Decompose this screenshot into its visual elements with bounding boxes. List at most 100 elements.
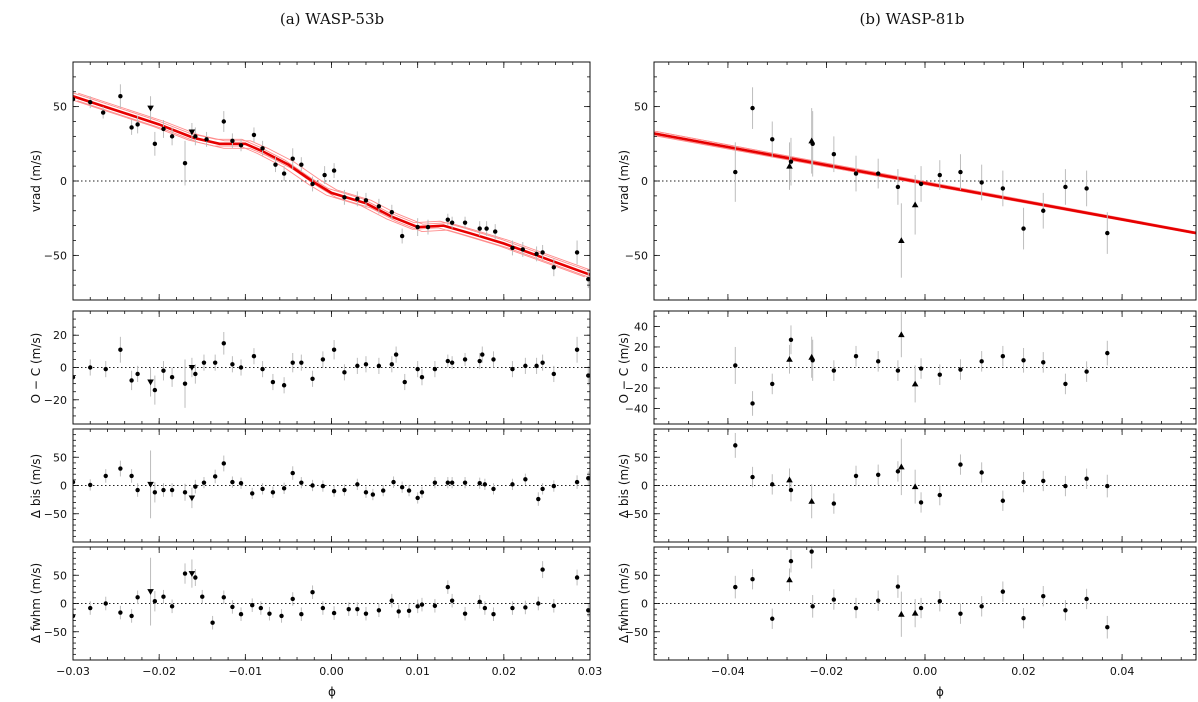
data-point	[161, 487, 166, 493]
x-tick-label: −0.03	[56, 665, 90, 678]
data-point	[221, 461, 226, 466]
data-point	[540, 486, 545, 492]
data-point	[733, 169, 738, 175]
x-tick-label: 0.00	[319, 665, 344, 678]
data-point	[376, 363, 382, 369]
data-point	[230, 604, 235, 610]
panel-wasp53b: (a) WASP-53b vrad (m/s) −50 0 50 O − C (m/…	[29, 10, 602, 699]
data-point	[540, 360, 545, 365]
data-point	[251, 354, 257, 359]
data-point	[355, 196, 360, 202]
data-point	[221, 595, 226, 600]
data-point	[895, 368, 901, 373]
y-tick-label: 0	[60, 598, 67, 611]
data-point	[406, 488, 412, 493]
subplot-a-fwhm: Δ fwhm (m/s) −0.03 −0.02 −0.01 0.00 0.01 0.02…	[29, 546, 602, 678]
data-point	[331, 488, 337, 494]
data-point	[342, 487, 347, 493]
y-tick-label: 0	[641, 598, 648, 611]
data-point	[1084, 596, 1089, 602]
y-tick-label: 0	[641, 362, 648, 375]
data-point	[432, 366, 438, 372]
data-point	[449, 598, 455, 603]
data-point	[270, 490, 276, 495]
data-point	[73, 374, 76, 380]
data-point-triangle	[147, 589, 154, 595]
y-tick-label: 0	[641, 480, 648, 493]
data-point	[482, 482, 488, 487]
data-point	[152, 599, 158, 604]
data-point	[551, 265, 557, 270]
data-point	[88, 99, 93, 105]
data-point	[251, 132, 257, 138]
data-point	[399, 233, 405, 239]
data-point	[484, 226, 489, 231]
data-point	[937, 492, 942, 498]
y-tick-label: −50	[44, 249, 67, 262]
data-point	[299, 612, 304, 617]
data-point	[937, 599, 942, 604]
data-point-triangle	[188, 365, 196, 371]
data-point	[346, 606, 351, 612]
xlabel-a: ϕ	[328, 685, 336, 699]
data-point	[510, 366, 515, 372]
data-point-triangle	[808, 498, 815, 504]
y-tick-label: 40	[634, 320, 648, 333]
plot-area	[73, 557, 590, 630]
data-point	[135, 487, 140, 493]
data-point	[462, 220, 468, 225]
ylabel-a-bis: Δ bis (m/s)	[29, 454, 43, 518]
data-point-triangle	[786, 476, 793, 483]
data-point	[320, 357, 326, 362]
subplot-a-vrad: vrad (m/s) −50 0 50	[29, 61, 591, 301]
data-point	[520, 247, 525, 252]
data-point	[389, 210, 395, 215]
data-point	[733, 584, 738, 590]
data-point	[419, 490, 425, 495]
data-point	[169, 374, 175, 380]
data-point	[540, 250, 545, 255]
data-point	[212, 474, 218, 479]
data-point	[129, 125, 134, 130]
y-tick-label: 50	[53, 569, 67, 582]
data-point	[193, 371, 198, 377]
x-tick-label: −0.04	[711, 665, 745, 678]
data-point	[574, 250, 580, 255]
data-point	[370, 492, 376, 497]
data-point	[363, 611, 369, 616]
data-point	[462, 480, 468, 485]
data-point	[100, 110, 106, 115]
y-tick-label: 50	[53, 101, 67, 114]
data-point	[536, 496, 541, 502]
data-point	[1063, 483, 1068, 489]
data-point	[493, 229, 498, 234]
data-point	[290, 360, 295, 365]
data-point	[574, 347, 580, 352]
y-tick-label: −20	[44, 394, 67, 407]
data-point	[355, 606, 360, 612]
data-point-triangle	[898, 610, 905, 617]
subplot-b-vrad: vrad (m/s) −50 0 50	[617, 61, 1197, 301]
data-point	[331, 168, 337, 173]
data-point-triangle	[786, 355, 793, 362]
data-point	[103, 601, 108, 606]
data-point	[363, 490, 369, 495]
data-point	[770, 381, 775, 387]
model-draw-line	[73, 92, 587, 271]
data-point	[810, 141, 815, 147]
y-tick-label: −50	[625, 249, 648, 262]
data-point	[1105, 483, 1110, 489]
x-tick-label: 0.02	[1011, 665, 1036, 678]
y-tick-label: −20	[625, 382, 648, 395]
data-point	[1063, 608, 1068, 613]
data-point	[182, 381, 188, 386]
data-point	[462, 357, 468, 362]
data-point	[788, 337, 794, 342]
data-point-triangle	[898, 463, 905, 470]
y-tick-label: 20	[53, 329, 67, 342]
data-point	[831, 597, 837, 602]
panel-title-a: (a) WASP-53b	[280, 10, 384, 28]
data-point	[1063, 381, 1068, 387]
data-point	[875, 171, 881, 176]
data-point	[238, 365, 244, 370]
